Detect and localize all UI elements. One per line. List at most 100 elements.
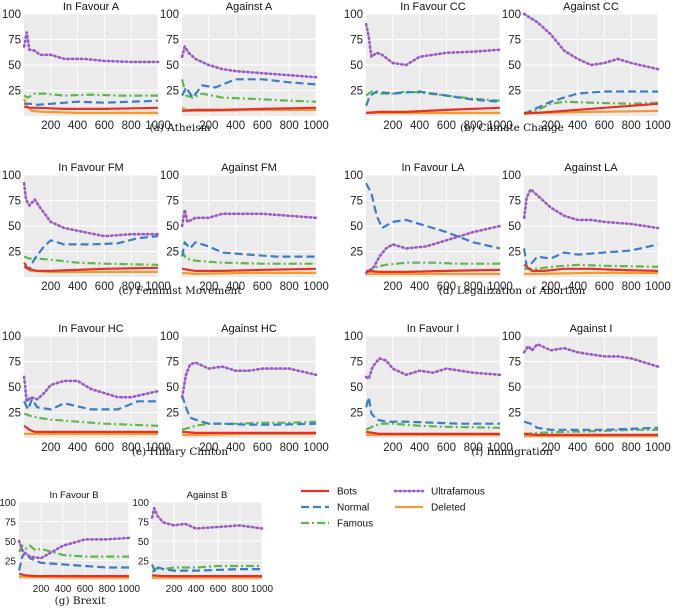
subfigure-caption: (f) Immigration [471, 446, 553, 458]
y-tick-label: 75 [5, 518, 17, 529]
series-line-ultrafamous [17, 536, 131, 560]
series-line-deleted [182, 432, 316, 436]
x-tick-label: 800 [464, 442, 483, 454]
x-tick-label: 800 [122, 281, 141, 293]
series-line-famous [23, 255, 159, 266]
series-line-bots [523, 263, 659, 272]
y-tick-label: 50 [166, 221, 179, 233]
x-tick-label: 400 [410, 120, 429, 132]
series-line-famous [23, 92, 158, 99]
x-tick-label: 200 [383, 442, 402, 454]
panel-title: Against B [187, 490, 228, 501]
y-tick-label: 25 [5, 557, 17, 568]
y-tick-label: 100 [344, 331, 363, 343]
y-tick-label: 75 [8, 35, 21, 47]
x-tick-label: 800 [122, 442, 141, 454]
x-tick-label: 600 [95, 281, 114, 293]
series-line-bots [366, 106, 501, 114]
panel-title: In Favour CC [400, 1, 465, 13]
subfigure-caption: (d) Legalization of Abortion [439, 285, 586, 297]
x-tick-label: 200 [383, 120, 402, 132]
chart-panel: 200 400 600 800 1000 25 50 75 100 In Favour FM [2, 162, 171, 293]
x-tick-label: 600 [437, 442, 456, 454]
legend-item-famous: Famous [301, 519, 373, 530]
series-line-normal [18, 550, 129, 571]
series-line-bots [181, 267, 317, 272]
series-line-normal [181, 78, 317, 99]
chart-panel: 200 400 600 800 1000 25 50 75 100 In Favour CC [344, 1, 513, 132]
panel-title: In Favour B [49, 490, 98, 501]
y-tick-label: 50 [8, 221, 21, 233]
series-line-ultrafamous [22, 31, 160, 64]
x-tick-label: 1000 [487, 442, 513, 454]
panel-title: In Favour I [407, 323, 460, 335]
panel-title: Against LA [564, 162, 618, 174]
series-line-famous [365, 90, 501, 102]
panel-title: Against CC [563, 1, 619, 13]
chart-panel: 200 400 600 800 1000 25 50 75 100 Against B [132, 490, 273, 595]
x-tick-label: 400 [68, 442, 87, 454]
x-tick-label: 1000 [145, 120, 171, 132]
series-line-deleted [182, 271, 316, 275]
panel-title: In Favour HC [58, 323, 123, 335]
y-tick-label: 50 [5, 537, 17, 548]
panel-title: In Favour A [63, 1, 120, 13]
x-tick-label: 200 [541, 120, 560, 132]
x-tick-label: 1000 [145, 442, 171, 454]
y-tick-label: 25 [350, 408, 363, 420]
x-tick-label: 200 [541, 281, 560, 293]
series-line-famous [524, 428, 658, 435]
y-tick-label: 25 [166, 247, 179, 259]
series-line-normal [23, 398, 158, 411]
y-tick-label: 100 [2, 9, 21, 21]
y-tick-label: 75 [166, 357, 179, 369]
x-tick-label: 200 [199, 120, 218, 132]
x-tick-label: 800 [464, 281, 483, 293]
series-line-bots [23, 424, 158, 433]
y-tick-label: 50 [8, 382, 21, 394]
series-line-ultrafamous [150, 506, 264, 530]
y-tick-label: 75 [350, 357, 363, 369]
x-tick-label: 400 [188, 584, 205, 595]
y-tick-label: 75 [508, 35, 521, 47]
legend-item-deleted: Deleted [395, 503, 465, 514]
legend-item-ultrafamous: Ultrafamous [393, 487, 485, 498]
x-tick-label: 600 [253, 281, 272, 293]
x-tick-label: 1000 [251, 584, 274, 595]
legend-label: Normal [337, 503, 369, 514]
x-tick-label: 800 [280, 442, 299, 454]
x-tick-label: 200 [41, 442, 60, 454]
y-tick-label: 100 [502, 170, 521, 182]
y-tick-label: 50 [508, 221, 521, 233]
x-tick-label: 400 [410, 281, 429, 293]
x-tick-label: 600 [95, 442, 114, 454]
subfigure-caption: (e) Hillary Clinton [132, 446, 229, 458]
chart-panel: 200 400 600 800 1000 25 50 75 100 In Favour HC [2, 323, 171, 454]
subfigure-caption: (b) Climate Change [460, 122, 564, 134]
x-tick-label: 400 [55, 584, 72, 595]
y-tick-label: 50 [350, 382, 363, 394]
x-tick-label: 600 [595, 281, 614, 293]
series-line-normal [23, 235, 159, 270]
series-line-normal [181, 241, 316, 258]
x-tick-label: 800 [464, 120, 483, 132]
x-tick-label: 800 [99, 584, 116, 595]
series-line-famous [365, 422, 501, 431]
legend: Bots Ultrafamous Normal Deleted Famous [301, 487, 485, 530]
y-tick-label: 100 [2, 331, 21, 343]
y-tick-label: 75 [166, 196, 179, 208]
series-line-bots [182, 106, 317, 112]
y-tick-label: 100 [160, 170, 179, 182]
chart-panel: 200 400 600 800 1000 25 50 75 100 In Favour I [344, 323, 513, 454]
series-line-normal [365, 182, 501, 250]
x-tick-label: 200 [41, 281, 60, 293]
series-line-ultrafamous [522, 188, 660, 230]
x-tick-label: 800 [122, 120, 141, 132]
series-line-bots [524, 102, 659, 114]
series-line-famous [524, 263, 659, 270]
y-tick-label: 100 [502, 331, 521, 343]
series-line-bots [182, 430, 316, 434]
